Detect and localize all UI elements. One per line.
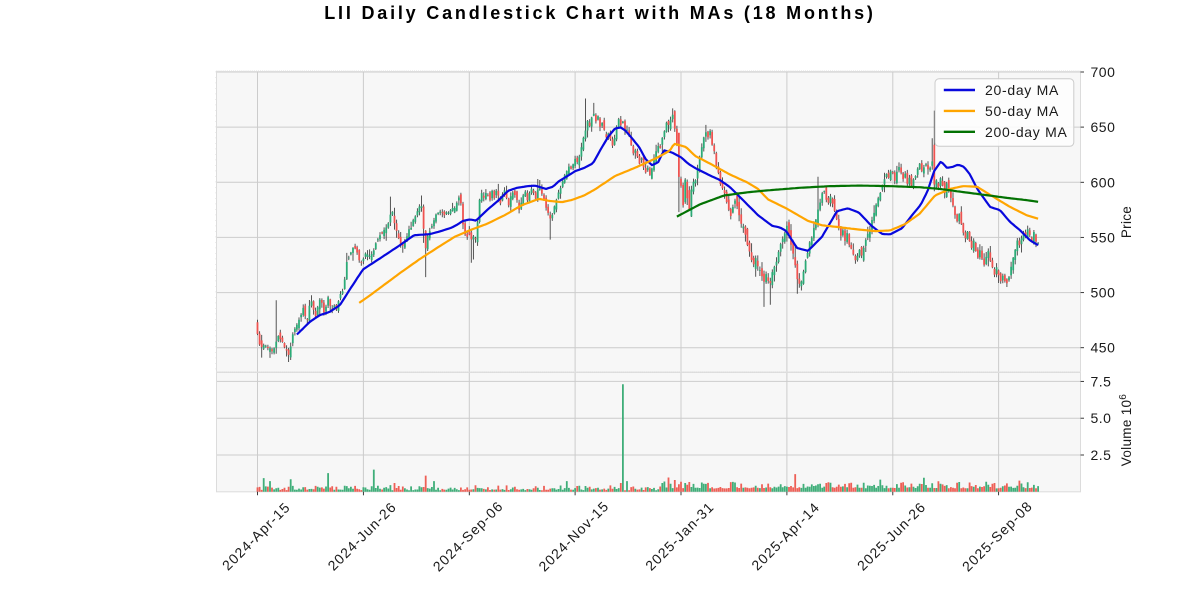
svg-text:7.5: 7.5 <box>1091 373 1112 389</box>
svg-text:650: 650 <box>1091 119 1116 135</box>
svg-text:700: 700 <box>1091 64 1116 80</box>
svg-text:550: 550 <box>1091 229 1116 245</box>
svg-text:Volume 106: Volume 106 <box>1118 394 1134 467</box>
svg-text:200-day MA: 200-day MA <box>985 124 1067 140</box>
svg-text:Price: Price <box>1119 206 1134 238</box>
svg-text:LII Daily Candlestick Chart wi: LII Daily Candlestick Chart with MAs (18… <box>324 3 875 23</box>
svg-text:500: 500 <box>1091 285 1116 301</box>
svg-text:600: 600 <box>1091 174 1116 190</box>
svg-text:2.5: 2.5 <box>1091 447 1112 463</box>
svg-text:450: 450 <box>1091 340 1116 356</box>
svg-text:50-day MA: 50-day MA <box>985 103 1059 119</box>
svg-text:20-day MA: 20-day MA <box>985 82 1059 98</box>
svg-text:5.0: 5.0 <box>1091 410 1112 426</box>
